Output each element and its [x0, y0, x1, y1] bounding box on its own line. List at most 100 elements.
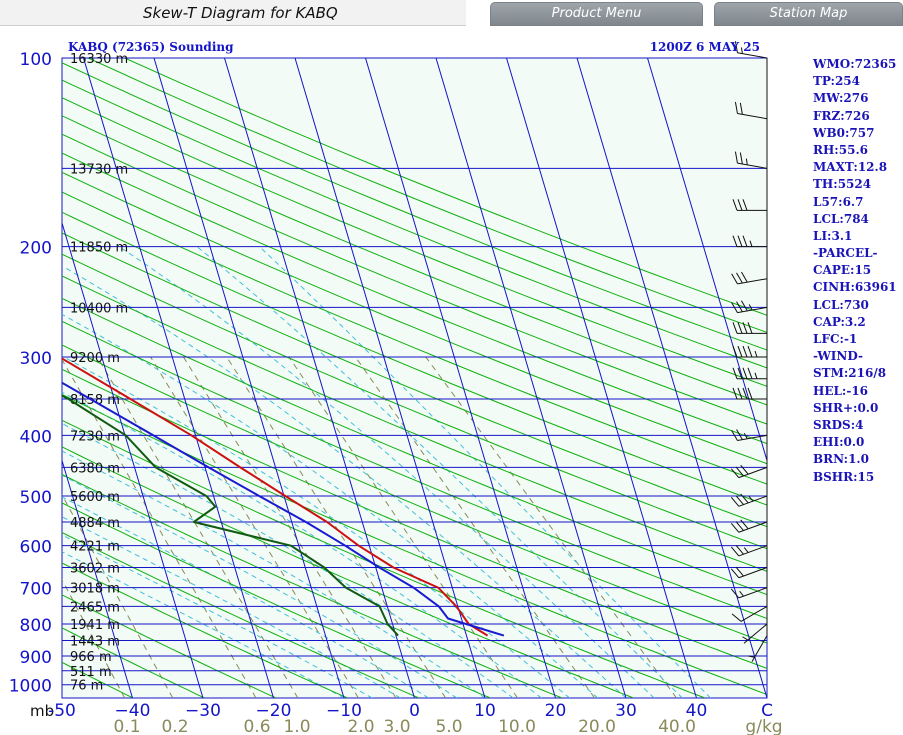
- dry-adiabat-360: [62, 297, 767, 596]
- isotherm-60: [647, 58, 767, 463]
- isotherm--40: [62, 458, 133, 698]
- dry-adiabat-380: [62, 253, 767, 550]
- y-tick-label: 700: [20, 580, 52, 600]
- moist-adiabat-2: [62, 496, 429, 698]
- moist-adiabat-30: [62, 265, 627, 698]
- dry-adiabat-290: [62, 473, 563, 698]
- wind-barb: [732, 322, 767, 334]
- isotherm-20: [365, 58, 556, 698]
- dewpoint-trace: [62, 394, 399, 637]
- x-tick-label: −20: [256, 701, 292, 721]
- mixing-ratio-5: [226, 356, 447, 698]
- height-label: 7230 m: [70, 429, 120, 444]
- stat-item: MW:276: [813, 91, 869, 106]
- wind-barb: [731, 605, 768, 622]
- mixing-ratio-label: 5.0: [435, 717, 462, 735]
- wind-barb: [731, 271, 768, 285]
- mixing-ratio-20: [355, 356, 595, 698]
- dry-adiabat-240: [62, 627, 205, 698]
- product-menu-button[interactable]: Product Menu: [490, 2, 703, 26]
- stat-item: -PARCEL-: [813, 246, 878, 261]
- mixing-ratio-10: [288, 356, 518, 698]
- wind-barb: [732, 367, 767, 380]
- height-label: 4221 m: [70, 540, 120, 555]
- height-label: 16330 m: [70, 52, 128, 67]
- dry-adiabat-250: [62, 594, 277, 698]
- stat-item: TP:254: [813, 74, 861, 89]
- dry-adiabat-470: [62, 79, 767, 369]
- mixing-ratio-label: 0.2: [161, 717, 188, 735]
- wind-barb: [734, 41, 768, 59]
- dry-adiabat-410: [62, 191, 767, 485]
- y-tick-label: 1000: [9, 677, 52, 697]
- x-tick-label: C: [761, 701, 773, 721]
- wind-barb: [730, 587, 768, 599]
- stat-item: EHI:0.0: [813, 435, 865, 450]
- dry-adiabat-430: [62, 152, 767, 445]
- mixing-ratio-label: 1.0: [283, 717, 310, 735]
- stat-item: TH:5524: [813, 177, 872, 192]
- dry-adiabat-260: [62, 562, 348, 698]
- height-label: 2465 m: [70, 600, 120, 615]
- station-map-button[interactable]: Station Map: [714, 2, 903, 26]
- y-tick-label: 400: [20, 427, 52, 447]
- stat-item: BRN:1.0: [813, 452, 869, 467]
- stat-item: CINH:63961: [813, 280, 897, 295]
- stat-item: WB0:757: [813, 125, 875, 140]
- stat-item: BSHR:15: [813, 469, 875, 484]
- moist-adiabat-34: [119, 246, 655, 698]
- wind-barb: [732, 235, 767, 248]
- isobars: [62, 57, 767, 686]
- mixing-ratio-label: 10.0: [498, 717, 536, 735]
- moist-adiabat-6: [62, 474, 458, 698]
- height-label: 966 m: [70, 650, 112, 665]
- height-label: 9200 m: [70, 351, 120, 366]
- wind-barb: [731, 300, 768, 314]
- moist-adiabat-26: [62, 313, 599, 698]
- mixing-ratio-label: 0.6: [243, 717, 270, 735]
- wind-barb: [730, 493, 768, 507]
- x-tick-label: 10: [474, 701, 496, 721]
- dry-adiabat-460: [62, 97, 767, 387]
- temperature-trace: [62, 357, 489, 637]
- plot-area: [61, 57, 768, 699]
- stat-item: WMO:72365: [813, 57, 897, 71]
- height-label: 8158 m: [70, 393, 120, 408]
- moist-adiabats: [62, 246, 711, 698]
- height-labels: 16330 m 13730 m 11850 m 10400 m 9200 m 8158 m…: [70, 52, 128, 694]
- mixing-ratio-label: 3.0: [383, 717, 410, 735]
- wind-barbs: [730, 41, 768, 662]
- isotherm--10: [153, 58, 345, 698]
- y-axis-label: mb: [30, 702, 54, 720]
- page-title: Skew-T Diagram for KABQ: [0, 0, 466, 26]
- mixing-ratio-label: 0.1: [113, 717, 140, 735]
- dry-adiabat-370: [62, 275, 767, 572]
- stat-item: SRDS:4: [813, 417, 864, 432]
- height-label: 6380 m: [70, 461, 120, 476]
- isotherm-10: [294, 58, 486, 698]
- mixing-ratio-label: 40.0: [658, 717, 696, 735]
- dry-adiabat-390: [62, 232, 767, 528]
- sounding-traces: [62, 357, 505, 637]
- dry-adiabat-420: [62, 171, 767, 465]
- isotherm-0: [224, 58, 415, 698]
- mixing-ratio-label: 20.0: [578, 717, 616, 735]
- y-tick-label: 600: [20, 538, 52, 558]
- parcel-trace: [62, 381, 505, 637]
- isotherm--50: [62, 696, 63, 698]
- stat-item: FRZ:726: [813, 108, 870, 123]
- mixing-ratio-2: [150, 356, 359, 698]
- mixing-ratio-label: 2.0: [347, 717, 374, 735]
- height-label: 1443 m: [70, 634, 120, 649]
- dry-adiabat-490: [87, 58, 767, 333]
- dry-adiabat-400: [62, 211, 767, 506]
- wind-barb: [734, 101, 768, 120]
- dry-adiabat-350: [62, 320, 767, 620]
- skewt-chart: 16330 m 13730 m 11850 m 10400 m 9200 m 8158 m…: [9, 40, 783, 735]
- isotherm-40: [506, 58, 697, 698]
- height-label: 13730 m: [70, 162, 128, 177]
- dry-adiabat-330: [62, 368, 767, 669]
- stat-item: SHR+:0.0: [813, 400, 879, 415]
- mixing-ratio-lines: [62, 356, 677, 698]
- stat-item: LFC:-1: [813, 332, 858, 346]
